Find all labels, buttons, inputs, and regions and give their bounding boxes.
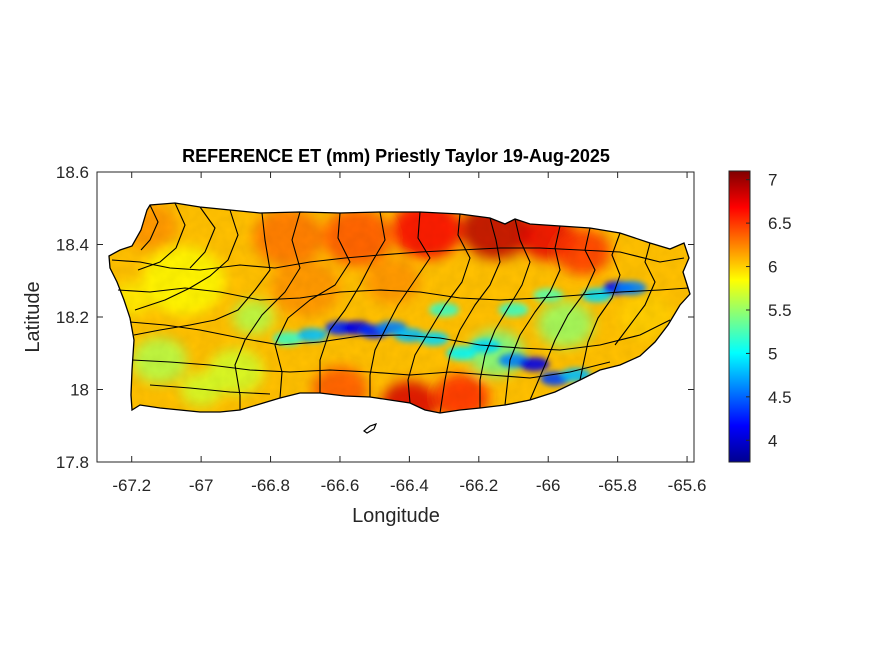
municipal-boundary bbox=[131, 359, 611, 379]
y-tick-label: 18.2 bbox=[56, 308, 89, 327]
x-tick-label: -67 bbox=[189, 476, 214, 495]
coastline bbox=[108, 202, 691, 414]
chart-title: REFERENCE ET (mm) Priestly Taylor 19-Aug… bbox=[182, 146, 610, 166]
colorbar-tick-label: 7 bbox=[768, 171, 777, 190]
municipal-boundary bbox=[111, 247, 685, 271]
x-tick-label: -66.6 bbox=[321, 476, 360, 495]
y-tick-label: 18 bbox=[70, 381, 89, 400]
x-tick-label: -66.2 bbox=[459, 476, 498, 495]
x-axis-label: Longitude bbox=[352, 505, 440, 527]
municipal-boundary bbox=[129, 319, 671, 351]
municipal-boundary bbox=[234, 211, 301, 410]
municipal-boundary bbox=[529, 227, 596, 401]
caja-de-muertos-island bbox=[362, 423, 378, 434]
y-axis-label: Latitude bbox=[22, 281, 44, 352]
municipal-boundary bbox=[369, 211, 431, 397]
x-tick-label: -65.8 bbox=[598, 476, 637, 495]
x-tick-label: -65.6 bbox=[668, 476, 707, 495]
colorbar-tick-label: 6.5 bbox=[768, 214, 792, 233]
municipal-boundary bbox=[140, 204, 159, 251]
colorbar-tick-label: 4.5 bbox=[768, 388, 792, 407]
x-tick-label: -67.2 bbox=[112, 476, 151, 495]
municipal-boundary bbox=[504, 225, 561, 406]
municipal-boundary bbox=[319, 211, 386, 393]
colorbar bbox=[728, 170, 751, 463]
municipal-boundaries bbox=[111, 202, 689, 414]
x-tick-label: -66 bbox=[536, 476, 561, 495]
colorbar-tick-label: 5.5 bbox=[768, 301, 792, 320]
municipal-boundary bbox=[579, 232, 621, 381]
municipal-boundary bbox=[407, 213, 471, 404]
colorbar-tick-label: 4 bbox=[768, 431, 777, 450]
y-tick-label: 17.8 bbox=[56, 453, 89, 472]
x-axis: -67.2 -67 -66.8 -66.6 -66.4 -66.2 -66 -65.8 -65.… bbox=[112, 172, 706, 495]
y-tick-label: 18.6 bbox=[56, 163, 89, 182]
municipal-boundary bbox=[117, 287, 689, 301]
y-tick-label: 18.4 bbox=[56, 236, 89, 255]
municipal-boundary bbox=[133, 212, 271, 336]
x-tick-label: -66.4 bbox=[390, 476, 429, 495]
colorbar-tick-label: 5 bbox=[768, 344, 777, 363]
municipal-boundary bbox=[189, 206, 216, 269]
municipal-boundary bbox=[439, 217, 501, 414]
colorbar-tick-label: 6 bbox=[768, 258, 777, 277]
municipal-boundary bbox=[134, 209, 239, 311]
municipal-boundary bbox=[479, 218, 531, 408]
municipal-boundary bbox=[149, 384, 271, 395]
x-tick-label: -66.8 bbox=[251, 476, 290, 495]
municipal-boundary bbox=[274, 212, 351, 399]
colorbar-ticks: 4 4.5 5 5.5 6 6.5 7 bbox=[746, 171, 792, 450]
y-axis: 17.8 18 18.2 18.4 18.6 bbox=[56, 163, 694, 472]
